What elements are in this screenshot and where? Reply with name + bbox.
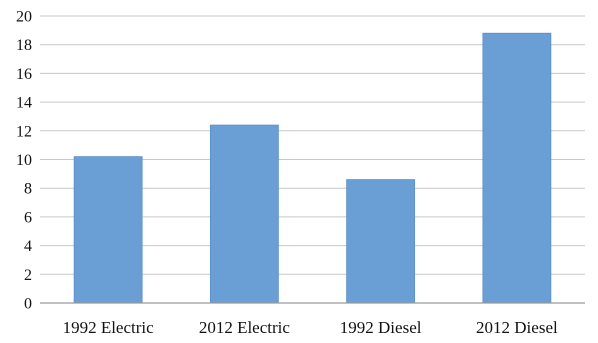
x-category-label: 2012 Diesel [476, 318, 558, 337]
bar-2012-electric [209, 124, 279, 304]
y-tick-label: 8 [24, 181, 32, 198]
y-tick-label: 16 [16, 66, 32, 83]
bar-1992-diesel [346, 179, 416, 304]
bar-2012-diesel [482, 32, 552, 304]
x-category-label: 1992 Electric [63, 318, 155, 337]
y-tick-label: 6 [24, 209, 32, 226]
y-tick-label: 10 [16, 152, 32, 169]
x-category-labels: 1992 Electric 2012 Electric 1992 Diesel 201… [63, 318, 558, 337]
x-category-label: 2012 Electric [199, 318, 291, 337]
y-tick-label: 20 [16, 9, 32, 26]
y-tick-label: 2 [24, 267, 32, 284]
y-tick-label: 4 [24, 238, 32, 255]
y-tick-label: 18 [16, 37, 32, 54]
bar-1992-electric [73, 156, 143, 304]
y-tick-label: 12 [16, 123, 32, 140]
y-tick-label: 14 [16, 95, 32, 112]
y-tick-label: 0 [24, 296, 32, 313]
y-tick-labels: 0 2 4 6 8 10 12 14 16 18 20 [16, 9, 32, 313]
x-category-label: 1992 Diesel [340, 318, 422, 337]
